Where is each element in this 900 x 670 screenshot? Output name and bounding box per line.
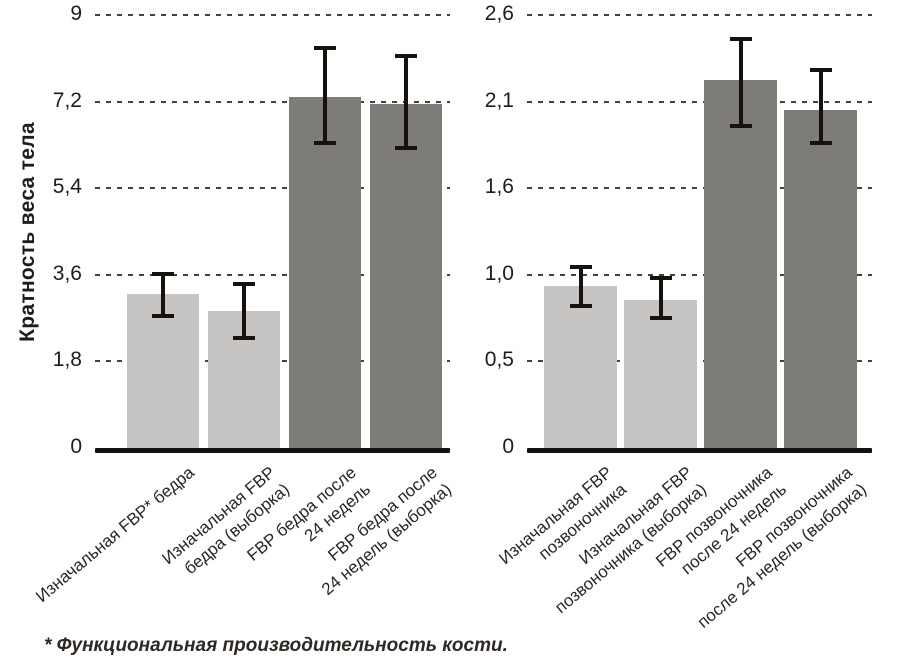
gridline (95, 273, 450, 276)
x-axis-line (95, 448, 450, 453)
error-bar-stem (738, 36, 743, 129)
gridline (527, 100, 872, 103)
error-bar-stem (404, 53, 408, 150)
error-bar-cap-bottom (569, 304, 592, 309)
error-bar (152, 272, 174, 319)
error-bar-cap-top (649, 276, 672, 281)
error-bar-cap-bottom (314, 140, 336, 145)
error-bar-stem (323, 46, 327, 145)
error-bar-cap-top (152, 272, 174, 277)
bar (289, 96, 361, 448)
error-bar-cap-bottom (233, 335, 255, 340)
error-bar (729, 36, 752, 129)
error-bar (233, 282, 255, 340)
error-bar-stem (578, 264, 583, 309)
error-bar-cap-bottom (152, 314, 174, 319)
gridline (95, 100, 450, 103)
x-axis-line (527, 448, 872, 453)
bar (624, 299, 697, 448)
gridline (95, 14, 450, 16)
y-tick-label: 5,4 (52, 175, 82, 199)
bar (704, 79, 777, 448)
error-bar-stem (818, 68, 823, 145)
error-bar-stem (161, 272, 165, 319)
gridline (95, 187, 450, 190)
y-tick-label: 3,6 (52, 261, 82, 285)
bar (784, 109, 857, 448)
gridline (527, 273, 872, 276)
y-tick-label: 0 (70, 435, 82, 459)
gridline (527, 360, 872, 363)
error-bar (314, 46, 336, 145)
error-bar-cap-bottom (649, 315, 672, 320)
footnote: * Функциональная производительность кост… (44, 635, 508, 656)
left-chart-femur: 0 1,8 3,6 5,4 7,2 9 Изначальная FBP* бедра Изна… (32, 2, 455, 606)
y-tick-label: 9 (70, 2, 82, 26)
error-bar-cap-top (569, 264, 592, 269)
gridline (527, 14, 872, 16)
y-tick-label: 1,6 (484, 175, 514, 199)
y-tick-label: 7,2 (52, 88, 82, 112)
error-bar (809, 68, 832, 145)
y-tick-label: 1,8 (52, 348, 82, 372)
bar (370, 104, 442, 448)
y-axis-title: Кратность веса тела (16, 122, 39, 342)
error-bar-cap-top (809, 68, 832, 73)
y-tick-label: 1,0 (484, 261, 514, 285)
bar (127, 294, 199, 448)
error-bar-cap-top (314, 46, 336, 51)
error-bar-cap-bottom (729, 124, 752, 129)
error-bar-cap-top (729, 36, 752, 41)
error-bar-cap-bottom (809, 140, 832, 145)
error-bar (395, 53, 417, 150)
error-bar (569, 264, 592, 309)
y-tick-label: 0,5 (484, 348, 514, 372)
error-bar (649, 276, 672, 320)
y-tick-label: 2,6 (484, 2, 514, 26)
bar (544, 286, 617, 448)
error-bar-cap-bottom (395, 145, 417, 150)
y-tick-label: 2,1 (484, 88, 514, 112)
gridline (527, 187, 872, 190)
y-tick-label: 0 (502, 435, 514, 459)
right-chart-spine: 0 0,5 1,0 1,6 2,1 2,6 Изначальная FBP позвоноч… (485, 2, 872, 632)
error-bar-stem (242, 282, 246, 340)
error-bar-cap-top (233, 282, 255, 287)
error-bar-stem (658, 276, 663, 320)
error-bar-cap-top (395, 53, 417, 58)
